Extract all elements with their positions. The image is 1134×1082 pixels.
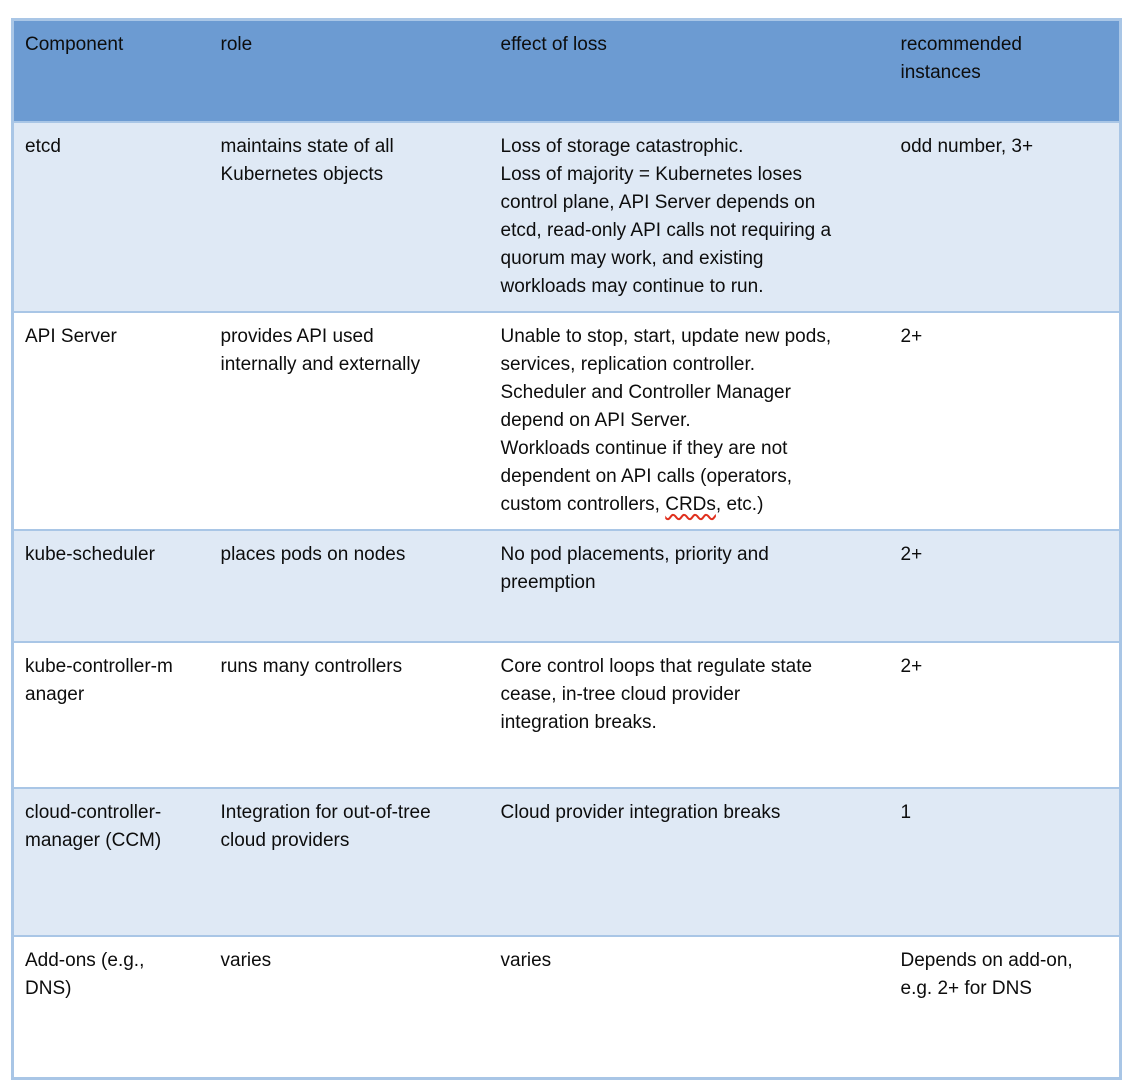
cell-effect-of-loss: Loss of storage catastrophic. Loss of ma…: [489, 120, 890, 313]
cell-recommended-instances: odd number, 3+: [889, 120, 1121, 313]
cell-recommended-instances: 1: [889, 786, 1121, 937]
table-row-cloud-controller-manager: cloud-controller- manager (CCM) Integrat…: [12, 786, 1121, 937]
cell-effect-of-loss: Core control loops that regulate state c…: [489, 640, 890, 789]
cell-role: provides API used internally and externa…: [209, 310, 490, 531]
table-row-api-server: API Server provides API used internally …: [12, 310, 1121, 531]
header-cell-component: Component: [12, 18, 210, 123]
cell-role: Integration for out-of-tree cloud provid…: [209, 786, 490, 937]
cell-recommended-instances: 2+: [889, 528, 1121, 643]
cell-recommended-instances: 2+: [889, 310, 1121, 531]
cell-effect-of-loss: No pod placements, priority and preempti…: [489, 528, 890, 643]
effect-text-after: , etc.): [715, 493, 764, 515]
cell-role: runs many controllers: [209, 640, 490, 789]
cell-component: kube-controller-m anager: [12, 640, 210, 789]
effect-text-before: Unable to stop, start, update new pods, …: [500, 325, 832, 515]
cell-effect-of-loss: Cloud provider integration breaks: [489, 786, 890, 937]
cell-component: kube-scheduler: [12, 528, 210, 643]
cell-component: API Server: [12, 310, 210, 531]
cell-component: etcd: [12, 120, 210, 313]
cell-effect-of-loss: varies: [489, 934, 890, 1080]
table-row-kube-scheduler: kube-scheduler places pods on nodes No p…: [12, 528, 1121, 643]
misspelled-word: CRDs: [665, 493, 716, 515]
cell-recommended-instances: Depends on add-on, e.g. 2+ for DNS: [889, 934, 1121, 1080]
cell-role: maintains state of all Kubernetes object…: [209, 120, 490, 313]
header-cell-effect-of-loss: effect of loss: [489, 18, 890, 123]
cell-effect-of-loss: Unable to stop, start, update new pods, …: [489, 310, 890, 531]
table-header-row: Component role effect of loss recommende…: [12, 18, 1121, 123]
cell-role: varies: [209, 934, 490, 1080]
components-table: Component role effect of loss recommende…: [11, 18, 1122, 1080]
cell-component: Add-ons (e.g., DNS): [12, 934, 210, 1080]
table-row-etcd: etcd maintains state of all Kubernetes o…: [12, 120, 1121, 313]
header-cell-recommended-instances: recommended instances: [889, 18, 1121, 123]
cell-role: places pods on nodes: [209, 528, 490, 643]
table-row-add-ons: Add-ons (e.g., DNS) varies varies Depend…: [12, 934, 1121, 1080]
header-cell-role: role: [209, 18, 490, 123]
table-row-kube-controller-manager: kube-controller-m anager runs many contr…: [12, 640, 1121, 789]
cell-recommended-instances: 2+: [889, 640, 1121, 789]
cell-component: cloud-controller- manager (CCM): [12, 786, 210, 937]
